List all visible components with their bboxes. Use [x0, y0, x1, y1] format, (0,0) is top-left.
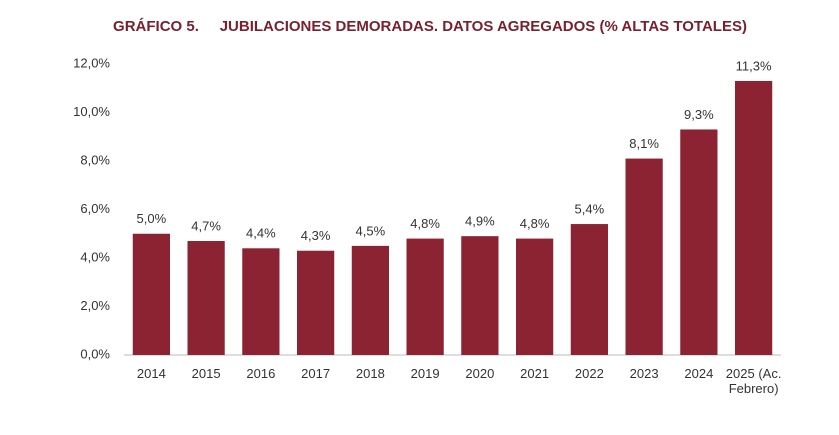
value-label: 4,4% [246, 226, 276, 241]
x-tick-label: 2023 [629, 366, 659, 381]
y-tick-label: 6,0% [80, 201, 110, 216]
bar [297, 250, 335, 355]
value-label: 9,3% [684, 107, 714, 122]
chart-title: GRÁFICO 5. JUBILACIONES DEMORADAS. DATOS… [113, 18, 747, 35]
x-tick-label: 2022 [574, 366, 604, 381]
x-tick-label: 2015 [191, 366, 221, 381]
x-tick-label: 2016 [246, 366, 276, 381]
bar [406, 238, 444, 355]
bar [680, 129, 718, 355]
value-label: 4,9% [465, 214, 495, 229]
y-tick-label: 4,0% [80, 249, 110, 264]
x-tick-label: 2017 [301, 366, 331, 381]
x-tick-label: 2018 [355, 366, 385, 381]
value-label: 11,3% [736, 58, 772, 73]
bar [242, 248, 280, 355]
bar [132, 233, 170, 355]
bar [351, 245, 389, 355]
bar [187, 241, 225, 355]
x-tick-label: 2019 [410, 366, 440, 381]
value-label: 4,3% [301, 228, 331, 243]
bar [735, 80, 773, 355]
x-tick-label: 2020 [465, 366, 495, 381]
y-tick-label: 8,0% [80, 152, 110, 167]
x-tick-label: 2021 [520, 366, 550, 381]
value-label: 8,1% [629, 136, 659, 151]
value-label: 4,5% [356, 223, 386, 238]
y-tick-label: 12,0% [73, 55, 110, 70]
bar [570, 224, 608, 355]
value-label: 4,7% [191, 218, 221, 233]
x-tick-label: 2025 (Ac. Febrero) [725, 366, 782, 396]
x-tick-label: 2014 [136, 366, 166, 381]
value-label: 5,4% [575, 201, 605, 216]
x-tick-label: 2024 [684, 366, 714, 381]
value-label: 5,0% [137, 211, 167, 226]
y-tick-label: 0,0% [80, 346, 110, 361]
bar [461, 236, 499, 355]
value-label: 4,8% [520, 216, 550, 231]
y-tick-label: 10,0% [73, 104, 110, 119]
value-label: 4,8% [410, 216, 440, 231]
bar [516, 238, 554, 355]
bar [625, 158, 663, 355]
y-tick-label: 2,0% [80, 298, 110, 313]
